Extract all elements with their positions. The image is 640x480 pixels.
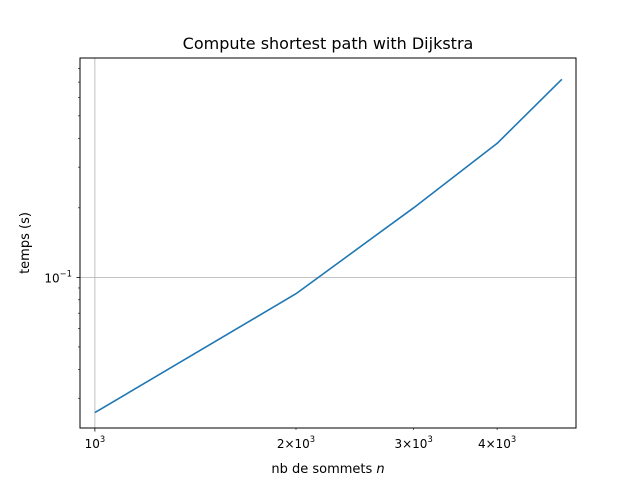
x-minor-tick-label-base: 4×10 bbox=[478, 437, 511, 451]
x-tick-label-exponent: 3 bbox=[100, 434, 105, 444]
x-axis-label-text: nb de sommets bbox=[271, 462, 376, 477]
x-axis-label-variable: n bbox=[376, 462, 384, 477]
x-tick-label-base: 10 bbox=[85, 437, 100, 451]
y-tick-label: 10−1 bbox=[44, 268, 72, 285]
x-minor-tick-label-exponent: 3 bbox=[310, 434, 315, 444]
x-minor-tick-label-base: 2×10 bbox=[277, 437, 310, 451]
x-axis-label: nb de sommets n bbox=[271, 462, 384, 477]
x-minor-tick-label-base: 3×10 bbox=[394, 437, 427, 451]
x-tick-label: 103 bbox=[85, 434, 106, 451]
x-minor-tick-label: 3×103 bbox=[394, 434, 432, 451]
x-minor-tick-label: 2×103 bbox=[277, 434, 315, 451]
y-axis-label: temps (s) bbox=[18, 212, 33, 274]
series-group bbox=[94, 78, 563, 414]
grid-lines bbox=[80, 58, 576, 428]
plot-area-frame bbox=[79, 57, 577, 429]
x-minor-tick-label-exponent: 3 bbox=[511, 434, 516, 444]
y-tick-label-base: 10 bbox=[44, 271, 59, 285]
series-line-0 bbox=[94, 78, 563, 414]
y-tick-label-exponent: −1 bbox=[60, 268, 72, 278]
chart-title: Compute shortest path with Dijkstra bbox=[183, 34, 474, 53]
x-minor-tick-label: 4×103 bbox=[478, 434, 516, 451]
x-minor-tick-label-exponent: 3 bbox=[427, 434, 432, 444]
